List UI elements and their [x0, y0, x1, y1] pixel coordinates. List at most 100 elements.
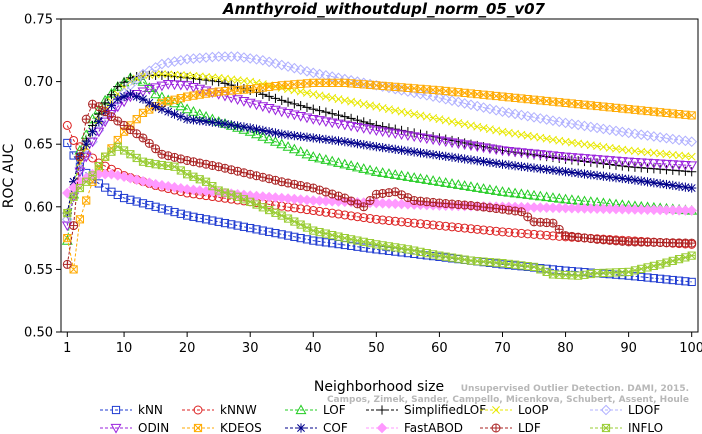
series-odin	[61, 80, 698, 232]
data-point	[681, 277, 690, 286]
data-point	[397, 217, 407, 227]
data-point	[220, 119, 230, 129]
y-axis-ticks: 0.50 0.55 0.60 0.65 0.70 0.75	[24, 13, 61, 341]
data-point	[452, 179, 464, 189]
x-tick-label: 60	[431, 341, 448, 356]
data-point	[208, 216, 217, 225]
data-point	[541, 191, 553, 202]
data-point	[82, 196, 91, 205]
data-point	[283, 130, 293, 140]
data-point	[143, 82, 155, 92]
data-point	[138, 94, 148, 104]
data-point	[334, 95, 343, 104]
data-point	[339, 158, 351, 169]
data-point	[673, 134, 685, 146]
data-point	[347, 241, 356, 250]
data-point	[251, 54, 262, 65]
data-point	[288, 143, 300, 154]
data-point	[643, 148, 652, 157]
data-point	[353, 242, 362, 251]
data-point	[137, 87, 149, 98]
data-point	[189, 71, 198, 80]
data-point	[358, 124, 370, 134]
data-point	[547, 115, 559, 126]
series-layer	[61, 51, 698, 287]
data-point	[201, 116, 211, 127]
data-point	[492, 126, 501, 135]
data-point	[648, 131, 660, 142]
data-point	[69, 192, 78, 201]
data-point	[352, 212, 362, 222]
data-point	[94, 179, 103, 188]
data-point	[69, 135, 79, 145]
data-point	[528, 111, 540, 123]
data-point	[340, 210, 350, 220]
data-point	[263, 56, 275, 68]
data-point	[446, 95, 458, 106]
x-tick-label: 10	[116, 341, 133, 356]
data-point	[453, 153, 463, 163]
data-point	[642, 158, 653, 169]
data-point	[408, 172, 420, 182]
data-point	[598, 171, 608, 181]
data-point	[364, 125, 376, 135]
data-point	[529, 163, 539, 173]
y-tick-label: 0.70	[24, 75, 53, 90]
data-point	[523, 131, 532, 140]
data-point	[471, 182, 483, 192]
x-tick-label: 100	[679, 341, 702, 356]
series-lof	[61, 72, 698, 245]
data-point	[270, 128, 281, 138]
data-point	[221, 74, 229, 83]
data-point	[283, 97, 293, 107]
data-point	[453, 96, 464, 108]
legend-marker	[295, 404, 307, 415]
legend-item-knnw: kNNW	[182, 403, 257, 417]
data-point	[548, 135, 557, 144]
data-point	[447, 222, 457, 232]
data-point	[617, 236, 627, 246]
data-point	[397, 107, 406, 116]
data-point	[290, 232, 299, 241]
data-point	[365, 141, 375, 151]
data-point	[181, 103, 193, 114]
data-point	[320, 117, 332, 128]
series-cof	[62, 89, 697, 218]
data-point	[277, 230, 286, 239]
data-point	[181, 81, 193, 91]
data-point	[534, 150, 546, 160]
data-point	[472, 201, 482, 211]
data-point	[490, 104, 502, 116]
legend-label: COF	[323, 421, 348, 434]
data-point	[642, 177, 653, 187]
data-point	[87, 137, 98, 148]
data-point	[478, 143, 490, 154]
data-point	[132, 129, 142, 139]
data-point	[227, 220, 236, 229]
data-point	[510, 228, 520, 238]
data-point	[321, 207, 331, 217]
legend-item-simplifiedlof: SimplifiedLOF	[366, 403, 486, 417]
data-point	[282, 141, 294, 151]
data-point	[421, 134, 433, 145]
data-point	[238, 52, 250, 63]
data-point	[687, 277, 696, 287]
data-point	[208, 73, 217, 82]
data-point	[566, 118, 578, 130]
data-point	[251, 124, 262, 134]
series-kdeos	[63, 78, 696, 274]
data-point	[320, 154, 332, 164]
legend-marker	[377, 405, 387, 415]
data-point	[352, 139, 363, 149]
data-point	[560, 167, 571, 177]
data-point	[189, 212, 198, 221]
data-point	[94, 162, 103, 171]
data-point	[471, 142, 483, 153]
data-point	[661, 132, 672, 144]
data-point	[585, 154, 597, 165]
data-point	[668, 180, 678, 190]
data-point	[617, 126, 628, 138]
data-point	[296, 87, 305, 96]
x-tick-label: 40	[305, 341, 322, 356]
data-point	[623, 157, 635, 168]
